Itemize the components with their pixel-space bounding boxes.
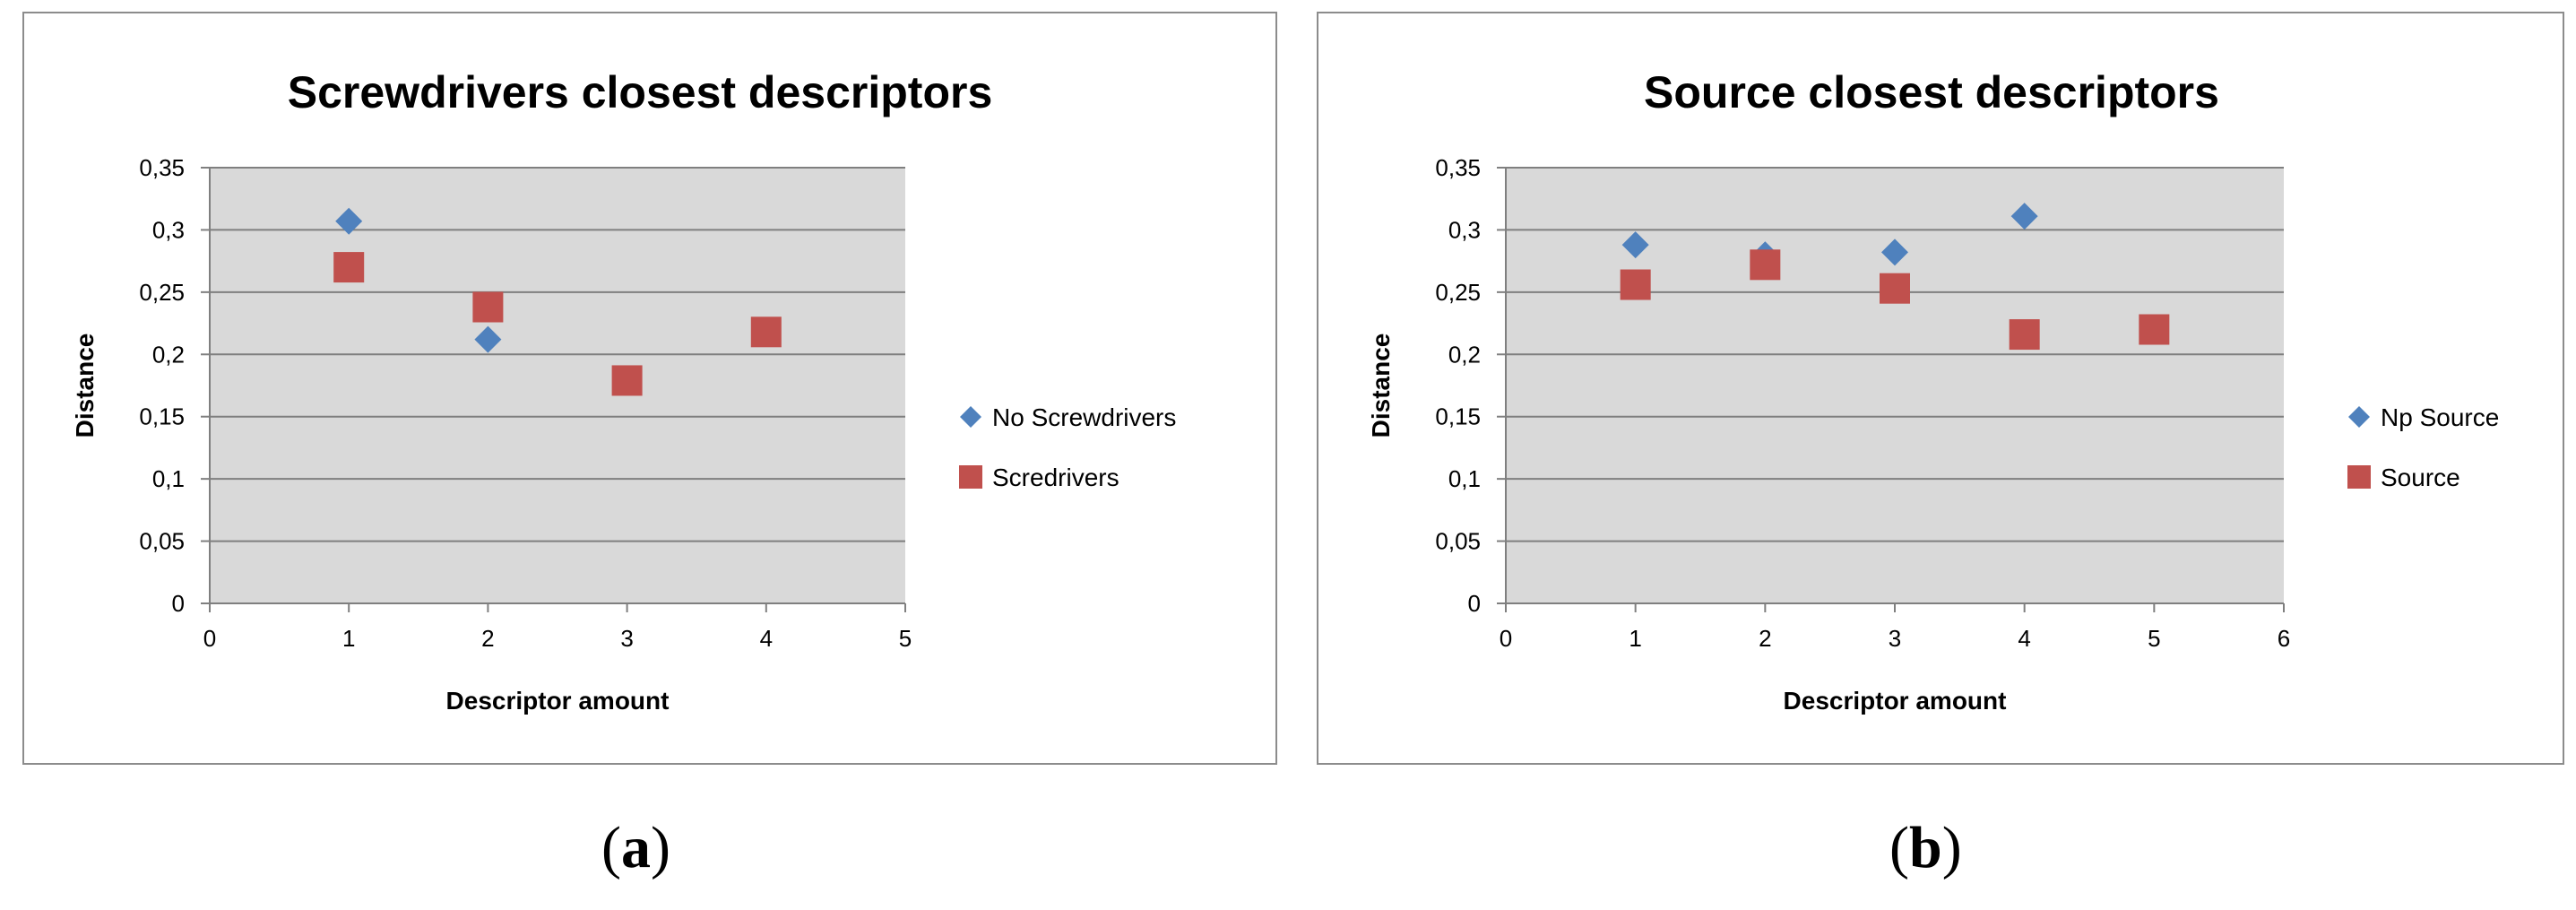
legend-square-icon	[2347, 465, 2371, 489]
y-tick-label: 0,3	[152, 216, 185, 243]
chart-title: Source closest descriptors	[1644, 67, 2219, 117]
x-tick-label: 1	[1629, 625, 1641, 652]
x-tick-label: 2	[1759, 625, 1771, 652]
caption-b-open: (	[1889, 815, 1909, 880]
caption-a-letter: a	[620, 815, 651, 880]
caption-a: (a)	[601, 814, 670, 882]
y-tick-label: 0,2	[152, 341, 185, 368]
legend-diamond-icon	[960, 406, 981, 428]
x-tick-label: 1	[342, 625, 355, 652]
x-tick-label: 5	[2148, 625, 2160, 652]
diamond-point	[335, 207, 363, 235]
y-tick-label: 0,05	[1435, 528, 1481, 555]
y-tick-label: 0,35	[1435, 154, 1481, 181]
square-point	[611, 365, 643, 396]
y-tick-label: 0,3	[1448, 216, 1481, 243]
caption-b: (b)	[1889, 814, 1962, 882]
caption-a-open: (	[601, 815, 621, 880]
y-axis-label: Distance	[71, 334, 99, 438]
y-tick-label: 0,05	[139, 528, 185, 555]
square-point	[1620, 269, 1651, 300]
chart-a: Screwdrivers closest descriptors 0 0,05 0,1…	[22, 12, 1277, 765]
plot-area	[1506, 168, 2284, 603]
caption-b-letter: b	[1908, 815, 1942, 880]
x-axis-label: Descriptor amount	[446, 687, 670, 715]
x-tick-label: 3	[620, 625, 633, 652]
legend-diamond-icon	[2348, 406, 2370, 428]
diamond-point	[1881, 238, 1908, 266]
caption-b-close: )	[1941, 815, 1962, 880]
square-point	[2009, 319, 2040, 351]
caption-a-close: )	[650, 815, 670, 880]
diamond-point	[1621, 231, 1649, 259]
x-tick-label: 2	[481, 625, 494, 652]
x-axis-label: Descriptor amount	[1784, 687, 2007, 715]
y-axis-label: Distance	[1367, 334, 1395, 438]
y-tick-label: 0,35	[139, 154, 185, 181]
chart-title: Screwdrivers closest descriptors	[288, 67, 993, 117]
x-tick-label: 4	[2018, 625, 2030, 652]
square-point	[333, 252, 365, 283]
y-tick-label: 0,25	[1435, 279, 1481, 306]
square-point	[472, 291, 504, 323]
y-tick-label: 0,15	[139, 403, 185, 430]
square-point	[1750, 249, 1781, 281]
x-tick-label: 6	[2278, 625, 2290, 652]
square-point	[1880, 273, 1910, 304]
y-tick-label: 0,1	[1448, 465, 1481, 492]
square-point	[750, 316, 782, 348]
y-tick-label: 0,1	[152, 465, 185, 492]
y-tick-label: 0,15	[1435, 403, 1481, 430]
y-tick-label: 0	[1468, 590, 1481, 617]
legend-label: Np Source	[2381, 403, 2499, 431]
legend-label: Scredrivers	[992, 464, 1119, 491]
x-tick-label: 0	[203, 625, 216, 652]
x-tick-label: 4	[760, 625, 773, 652]
legend-label: Source	[2381, 464, 2460, 491]
diamond-point	[474, 325, 502, 353]
y-tick-label: 0,2	[1448, 341, 1481, 368]
plot-area	[210, 168, 905, 603]
diamond-point	[2010, 203, 2038, 230]
chart-b: Source closest descriptors 0 0,05 0,1 0,15 0,…	[1317, 12, 2564, 765]
y-tick-label: 0,25	[139, 279, 185, 306]
legend-square-icon	[959, 465, 982, 489]
x-tick-label: 3	[1889, 625, 1901, 652]
y-tick-label: 0	[172, 590, 185, 617]
x-tick-label: 0	[1500, 625, 1512, 652]
x-tick-label: 5	[899, 625, 912, 652]
legend-label: No Screwdrivers	[992, 403, 1176, 431]
square-point	[2139, 314, 2170, 345]
